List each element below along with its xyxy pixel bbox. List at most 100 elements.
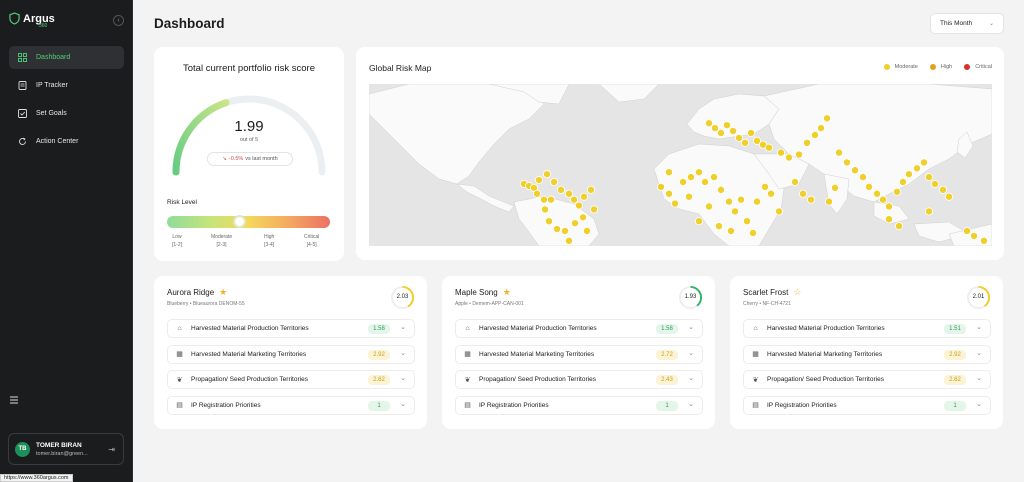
map-risk-marker[interactable] bbox=[764, 143, 773, 152]
star-filled-icon[interactable]: ★ bbox=[219, 287, 228, 297]
map-risk-marker[interactable] bbox=[664, 189, 673, 198]
risk-row-propagation[interactable]: ❦ Propagation/ Seed Production Territorie… bbox=[167, 370, 415, 389]
map-risk-marker[interactable] bbox=[579, 192, 588, 201]
map-risk-marker[interactable] bbox=[878, 195, 887, 204]
map-risk-marker[interactable] bbox=[700, 178, 709, 187]
map-risk-marker[interactable] bbox=[714, 222, 723, 231]
map-risk-marker[interactable] bbox=[540, 205, 549, 214]
map-risk-marker[interactable] bbox=[730, 207, 739, 216]
map-risk-marker[interactable] bbox=[798, 189, 807, 198]
risk-row-production[interactable]: ⌂ Harvested Material Production Territori… bbox=[455, 319, 703, 338]
map-risk-marker[interactable] bbox=[752, 136, 761, 145]
variety-card[interactable]: Maple Song ★ Apple • Demem-APP-CAN-001 1.… bbox=[442, 276, 715, 429]
map-risk-marker[interactable] bbox=[656, 182, 665, 191]
map-risk-marker[interactable] bbox=[564, 236, 573, 245]
map-risk-marker[interactable] bbox=[694, 217, 703, 226]
user-profile-card[interactable]: TB TOMER BIRAN tomer.biran@green... ⇥ bbox=[8, 433, 124, 465]
map-risk-marker[interactable] bbox=[858, 173, 867, 182]
map-risk-marker[interactable] bbox=[716, 129, 725, 138]
risk-row-ip-registration[interactable]: ▤ IP Registration Priorities 1 ⌄ bbox=[167, 395, 415, 415]
period-select[interactable]: This Month ⌄ bbox=[930, 13, 1004, 34]
map-risk-marker[interactable] bbox=[686, 173, 695, 182]
map-risk-marker[interactable] bbox=[913, 164, 922, 173]
collapse-sidebar-button[interactable]: ‹ bbox=[113, 15, 124, 26]
map-risk-marker[interactable] bbox=[746, 129, 755, 138]
map-risk-marker[interactable] bbox=[939, 185, 948, 194]
map-risk-marker[interactable] bbox=[564, 189, 573, 198]
map-risk-marker[interactable] bbox=[578, 213, 587, 222]
map-risk-marker[interactable] bbox=[925, 173, 934, 182]
map-risk-marker[interactable] bbox=[816, 124, 825, 133]
map-risk-marker[interactable] bbox=[963, 226, 972, 235]
map-risk-marker[interactable] bbox=[834, 148, 843, 157]
map-risk-marker[interactable] bbox=[790, 178, 799, 187]
map-risk-marker[interactable] bbox=[694, 168, 703, 177]
map-risk-marker[interactable] bbox=[920, 158, 929, 167]
logout-icon[interactable]: ⇥ bbox=[108, 445, 115, 454]
map-risk-marker[interactable] bbox=[569, 195, 578, 204]
map-risk-marker[interactable] bbox=[710, 124, 719, 133]
map-risk-marker[interactable] bbox=[752, 197, 761, 206]
risk-row-ip-registration[interactable]: ▤ IP Registration Priorities 1 ⌄ bbox=[455, 395, 703, 415]
map-risk-marker[interactable] bbox=[945, 192, 954, 201]
map-risk-marker[interactable] bbox=[806, 195, 815, 204]
map-risk-marker[interactable] bbox=[850, 166, 859, 175]
map-risk-marker[interactable] bbox=[893, 187, 902, 196]
risk-row-marketing[interactable]: ▦ Harvested Material Marketing Territorie… bbox=[743, 344, 991, 364]
map-risk-marker[interactable] bbox=[722, 121, 731, 130]
map-risk-marker[interactable] bbox=[885, 215, 894, 224]
risk-row-marketing[interactable]: ▦ Harvested Material Marketing Territorie… bbox=[167, 344, 415, 364]
map-risk-marker[interactable] bbox=[925, 207, 934, 216]
map-risk-marker[interactable] bbox=[728, 127, 737, 136]
map-risk-marker[interactable] bbox=[589, 205, 598, 214]
map-risk-marker[interactable] bbox=[539, 195, 548, 204]
map-risk-marker[interactable] bbox=[842, 158, 851, 167]
map-risk-marker[interactable] bbox=[532, 189, 541, 198]
map-risk-marker[interactable] bbox=[542, 170, 551, 179]
map-risk-marker[interactable] bbox=[776, 148, 785, 157]
sidebar-item-action-center[interactable]: Action Center bbox=[9, 130, 124, 153]
map-risk-marker[interactable] bbox=[684, 192, 693, 201]
menu-toggle-icon[interactable] bbox=[9, 392, 19, 404]
risk-row-ip-registration[interactable]: ▤ IP Registration Priorities 1 ⌄ bbox=[743, 395, 991, 415]
star-filled-icon[interactable]: ★ bbox=[502, 287, 511, 297]
map-risk-marker[interactable] bbox=[549, 178, 558, 187]
map-risk-marker[interactable] bbox=[716, 185, 725, 194]
map-risk-marker[interactable] bbox=[905, 170, 914, 179]
map-risk-marker[interactable] bbox=[664, 168, 673, 177]
map-risk-marker[interactable] bbox=[678, 178, 687, 187]
map-risk-marker[interactable] bbox=[802, 138, 811, 147]
world-map[interactable] bbox=[369, 84, 992, 246]
map-risk-marker[interactable] bbox=[822, 114, 831, 123]
star-outline-icon[interactable]: ☆ bbox=[793, 287, 802, 297]
map-risk-marker[interactable] bbox=[740, 138, 749, 147]
sidebar-item-dashboard[interactable]: Dashboard bbox=[9, 46, 124, 69]
map-risk-marker[interactable] bbox=[726, 226, 735, 235]
map-risk-marker[interactable] bbox=[895, 222, 904, 231]
map-risk-marker[interactable] bbox=[544, 217, 553, 226]
map-risk-marker[interactable] bbox=[742, 217, 751, 226]
map-risk-marker[interactable] bbox=[670, 199, 679, 208]
map-risk-marker[interactable] bbox=[574, 201, 583, 210]
brand-logo[interactable]: Argus 360 bbox=[9, 12, 55, 29]
map-risk-marker[interactable] bbox=[709, 173, 718, 182]
variety-card[interactable]: Aurora Ridge ★ Blueberry • Blueaurora DEN… bbox=[154, 276, 427, 429]
map-risk-marker[interactable] bbox=[794, 150, 803, 159]
map-risk-marker[interactable] bbox=[552, 225, 561, 234]
map-risk-marker[interactable] bbox=[704, 202, 713, 211]
map-risk-marker[interactable] bbox=[760, 182, 769, 191]
map-risk-marker[interactable] bbox=[864, 182, 873, 191]
map-risk-marker[interactable] bbox=[582, 226, 591, 235]
map-risk-marker[interactable] bbox=[556, 185, 565, 194]
risk-row-production[interactable]: ⌂ Harvested Material Production Territori… bbox=[167, 319, 415, 338]
map-risk-marker[interactable] bbox=[980, 236, 989, 245]
sidebar-item-set-goals[interactable]: Set Goals bbox=[9, 102, 124, 125]
map-risk-marker[interactable] bbox=[872, 189, 881, 198]
sidebar-item-ip-tracker[interactable]: IP Tracker bbox=[9, 74, 124, 97]
map-risk-marker[interactable] bbox=[970, 231, 979, 240]
map-risk-marker[interactable] bbox=[810, 130, 819, 139]
map-risk-marker[interactable] bbox=[586, 185, 595, 194]
risk-row-marketing[interactable]: ▦ Harvested Material Marketing Territorie… bbox=[455, 344, 703, 364]
map-risk-marker[interactable] bbox=[784, 153, 793, 162]
map-risk-marker[interactable] bbox=[546, 195, 555, 204]
